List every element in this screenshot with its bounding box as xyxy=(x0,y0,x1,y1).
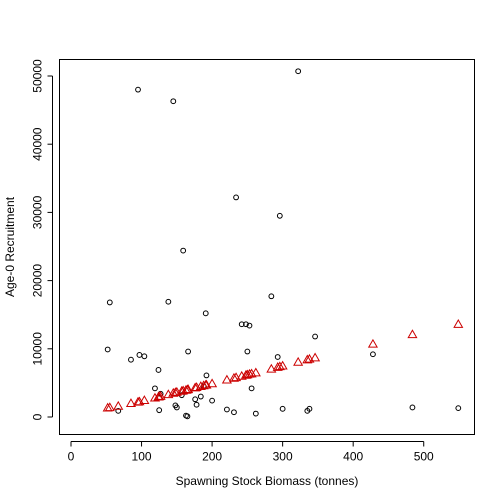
predicted-point xyxy=(155,390,166,400)
observed-point xyxy=(165,298,172,305)
observed-point xyxy=(203,372,210,379)
predicted-point xyxy=(453,319,464,328)
observed-point xyxy=(306,405,313,412)
observed-point xyxy=(152,385,158,392)
observed-point xyxy=(173,404,180,411)
observed-point xyxy=(202,310,209,317)
x-tick-label: 300 xyxy=(273,450,293,464)
observed-point xyxy=(224,406,230,413)
x-axis: 0 100 200 300 400 500 xyxy=(68,441,434,464)
observed-point xyxy=(141,353,148,360)
observed-point xyxy=(155,367,162,373)
x-tick-label: 500 xyxy=(414,450,434,464)
predicted-point xyxy=(113,400,124,410)
observed-point xyxy=(274,354,281,360)
observed-point xyxy=(104,346,111,353)
y-tick-label: 0 xyxy=(31,413,45,420)
predicted-point xyxy=(221,374,232,384)
observed-point xyxy=(279,405,286,412)
y-tick-label: 30000 xyxy=(31,195,45,229)
observed-point xyxy=(184,413,191,420)
x-tick-label: 400 xyxy=(343,450,363,464)
predicted-point xyxy=(302,354,313,364)
y-tick-label: 40000 xyxy=(31,127,45,161)
predicted-point xyxy=(168,387,179,397)
observed-point xyxy=(135,86,141,93)
observed-point xyxy=(192,396,199,403)
observed-point xyxy=(231,409,237,416)
observed-point xyxy=(197,393,204,400)
predicted-point xyxy=(228,372,240,382)
x-tick-label: 0 xyxy=(68,450,75,464)
y-axis: 0 10000 20000 30000 40000 50000 xyxy=(31,59,53,420)
observed-point xyxy=(268,293,275,300)
predicted-point xyxy=(201,379,212,389)
observed-point xyxy=(193,401,200,408)
y-axis-title: Age-0 Recruitment xyxy=(3,196,17,297)
predicted-point xyxy=(198,380,209,390)
x-tick-label: 200 xyxy=(202,450,222,464)
predicted-point xyxy=(231,372,242,382)
observed-point xyxy=(185,348,192,355)
observed-point xyxy=(115,407,122,414)
predicted-point xyxy=(125,398,137,408)
predicted-point xyxy=(293,356,304,366)
predicted-point xyxy=(250,367,261,377)
predicted-point xyxy=(310,352,321,362)
observed-point xyxy=(209,397,215,404)
observed-point xyxy=(246,322,253,329)
plot-frame xyxy=(59,59,475,435)
predicted-point xyxy=(183,384,194,394)
series-predicted-points xyxy=(102,319,464,412)
observed-point xyxy=(233,194,239,201)
observed-point xyxy=(128,356,134,363)
x-tick-label: 100 xyxy=(132,450,152,464)
y-tick-label: 20000 xyxy=(31,264,45,298)
observed-point xyxy=(252,410,259,417)
observed-point xyxy=(455,405,462,412)
y-tick-label: 10000 xyxy=(31,332,45,366)
observed-point xyxy=(312,333,318,340)
observed-point xyxy=(244,348,251,355)
predicted-point xyxy=(407,329,418,339)
observed-point xyxy=(106,299,113,306)
observed-point xyxy=(276,212,283,219)
predicted-point xyxy=(277,360,288,370)
predicted-point xyxy=(266,363,277,373)
observed-point xyxy=(238,321,245,328)
predicted-point xyxy=(104,402,115,412)
predicted-point xyxy=(274,361,285,371)
observed-point xyxy=(370,351,376,358)
predicted-point xyxy=(304,353,315,363)
observed-point xyxy=(180,247,187,254)
observed-point xyxy=(156,407,163,414)
x-axis-title: Spawning Stock Biomass (tonnes) xyxy=(176,474,359,488)
observed-point xyxy=(295,68,302,75)
y-tick-label: 50000 xyxy=(31,59,45,93)
observed-point xyxy=(409,404,416,411)
observed-point xyxy=(248,385,255,392)
predicted-point xyxy=(207,378,218,388)
predicted-point xyxy=(139,395,150,404)
predicted-point xyxy=(367,338,378,348)
observed-point xyxy=(170,98,177,105)
observed-point xyxy=(243,321,249,328)
